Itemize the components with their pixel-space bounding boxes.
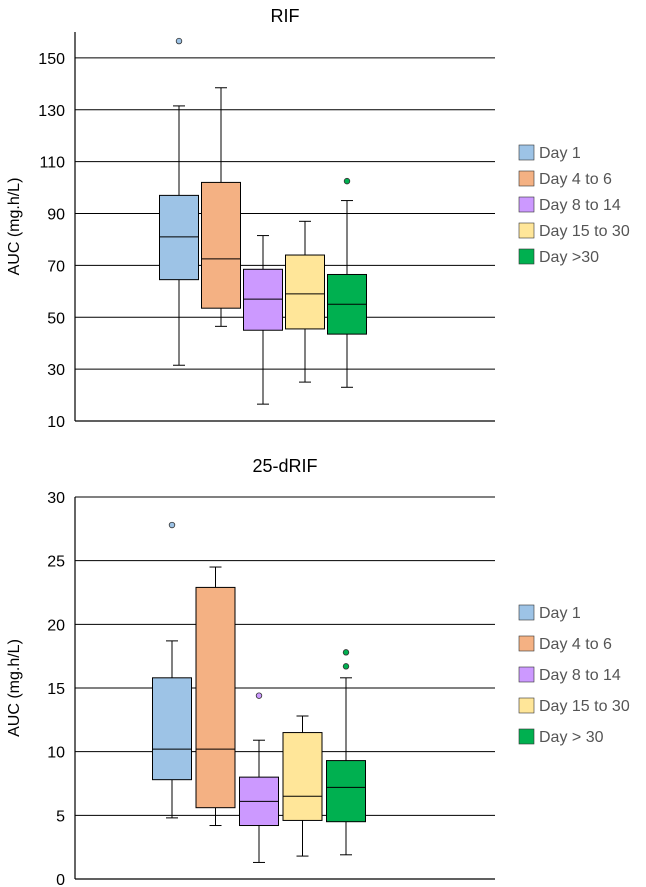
box-1 (159, 37, 199, 366)
box-iqr (159, 194, 199, 281)
box-iqr (326, 760, 366, 823)
y-tick-label: 50 (47, 310, 65, 327)
outlier-point (168, 521, 176, 529)
y-tick-label: 0 (56, 872, 65, 887)
chart-title: RIF (271, 6, 300, 26)
y-tick-label: 20 (47, 617, 65, 634)
legend-swatch (518, 196, 535, 213)
y-tick-label: 90 (47, 207, 65, 224)
y-tick-label: 70 (47, 258, 65, 275)
y-tick-label: 110 (39, 155, 65, 172)
box-iqr (285, 254, 325, 330)
legend-swatch (518, 144, 535, 161)
legend-label: Day 4 to 6 (539, 636, 612, 653)
y-tick-label: 5 (56, 808, 65, 825)
y-tick-label: 150 (38, 51, 65, 68)
legend-label: Day 1 (539, 145, 581, 162)
legend-swatch (518, 666, 535, 683)
box-iqr (282, 732, 323, 821)
legend-label: Day 4 to 6 (539, 171, 612, 188)
legend-swatch (518, 222, 535, 239)
outlier-point (255, 692, 263, 699)
legend: Day 1 Day 4 to 6 Day 8 to 14 Day 15 to 30 Da… (518, 604, 630, 746)
box-4 (282, 715, 323, 857)
y-tick-label: 130 (38, 103, 65, 120)
box-3 (239, 692, 279, 863)
box-5 (327, 177, 367, 388)
outlier-point (343, 177, 351, 185)
legend-swatch (518, 248, 535, 265)
legend-label: Day 15 to 30 (539, 223, 630, 240)
box-2 (201, 87, 241, 327)
legend-swatch (518, 170, 535, 187)
legend-label: Day >30 (539, 249, 599, 266)
y-tick-label: 30 (47, 362, 65, 379)
box-iqr (243, 268, 283, 331)
y-tick-label: 10 (47, 745, 65, 762)
outlier-point (175, 37, 183, 45)
outlier-point (342, 663, 350, 670)
box-3 (243, 235, 283, 405)
box-iqr (201, 181, 241, 309)
y-tick-label: 30 (47, 490, 65, 507)
y-tick-label: 10 (47, 414, 65, 431)
legend-swatch (518, 728, 535, 745)
legend-label: Day 8 to 14 (539, 667, 621, 684)
box-1 (152, 521, 192, 819)
box-iqr (152, 677, 192, 781)
legend-label: Day 1 (539, 605, 581, 622)
legend: Day 1 Day 4 to 6 Day 8 to 14 Day 15 to 30 Da… (518, 144, 630, 266)
box-5 (326, 649, 366, 856)
y-tick-label: 15 (47, 681, 65, 698)
legend-swatch (518, 604, 535, 621)
legend-label: Day 15 to 30 (539, 698, 630, 715)
y-axis-label: AUC (mg.h/L) (6, 639, 23, 737)
y-axis-label: AUC (mg.h/L) (6, 178, 23, 276)
box-iqr (195, 586, 236, 809)
box-2 (195, 566, 236, 827)
legend-label: Day 8 to 14 (539, 197, 621, 214)
box-4 (285, 220, 325, 383)
outlier-point (342, 649, 350, 656)
legend-swatch (518, 697, 535, 714)
y-tick-label: 25 (47, 554, 65, 571)
legend-swatch (518, 635, 535, 652)
legend-label: Day > 30 (539, 729, 604, 746)
chart-title: 25-dRIF (252, 456, 317, 476)
